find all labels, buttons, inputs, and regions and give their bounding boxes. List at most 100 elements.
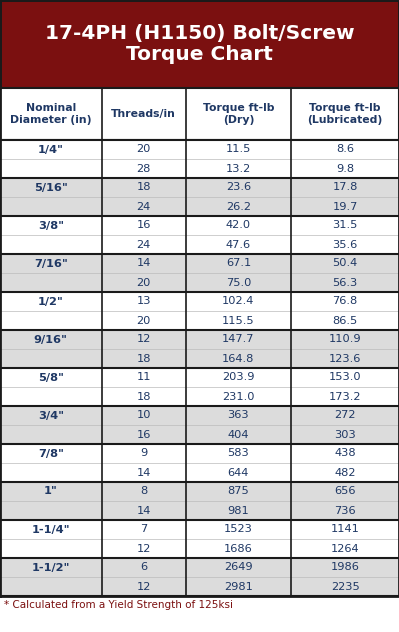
Text: 11: 11	[136, 372, 151, 382]
Text: 18: 18	[136, 353, 151, 363]
Text: Nominal
Diameter (in): Nominal Diameter (in)	[10, 103, 92, 125]
Text: 13: 13	[136, 296, 151, 307]
Text: 20: 20	[136, 277, 151, 288]
Text: 9.8: 9.8	[336, 164, 354, 174]
Text: 13.2: 13.2	[226, 164, 251, 174]
Text: 363: 363	[227, 411, 249, 420]
Text: 2235: 2235	[331, 581, 359, 592]
Text: 173.2: 173.2	[329, 391, 361, 401]
Text: Torque ft-lb
(Dry): Torque ft-lb (Dry)	[203, 103, 274, 125]
Text: 7/16": 7/16"	[34, 258, 68, 269]
Text: 17.8: 17.8	[332, 183, 358, 193]
Bar	[0, 292, 399, 311]
Bar	[0, 273, 399, 292]
Text: 656: 656	[334, 487, 356, 497]
Text: 231.0: 231.0	[222, 391, 255, 401]
Bar	[0, 235, 399, 254]
Text: 153.0: 153.0	[329, 372, 361, 382]
Text: 5/16": 5/16"	[34, 183, 68, 193]
Text: 3/4": 3/4"	[38, 411, 64, 420]
Text: 56.3: 56.3	[332, 277, 358, 288]
Bar	[0, 463, 399, 482]
Text: 1-1/2": 1-1/2"	[32, 562, 70, 573]
Text: 123.6: 123.6	[329, 353, 361, 363]
Text: 42.0: 42.0	[226, 221, 251, 231]
Text: 875: 875	[227, 487, 249, 497]
Bar	[0, 140, 399, 159]
Text: 23.6: 23.6	[226, 183, 251, 193]
Text: 18: 18	[136, 183, 151, 193]
Text: 736: 736	[334, 506, 356, 516]
Bar	[0, 482, 399, 501]
Text: 1": 1"	[44, 487, 58, 497]
Text: 7: 7	[140, 525, 147, 535]
Bar	[0, 216, 399, 235]
Bar	[0, 406, 399, 425]
Text: 28: 28	[136, 164, 151, 174]
Text: 1/2": 1/2"	[38, 296, 64, 307]
Bar	[0, 254, 399, 273]
Text: Threads/in: Threads/in	[111, 109, 176, 119]
Text: 8: 8	[140, 487, 147, 497]
Text: 981: 981	[227, 506, 249, 516]
Bar	[0, 539, 399, 558]
Text: 303: 303	[334, 430, 356, 439]
Text: 18: 18	[136, 391, 151, 401]
Text: 14: 14	[136, 258, 151, 269]
Text: 19.7: 19.7	[332, 202, 358, 212]
Text: 14: 14	[136, 468, 151, 478]
Bar	[0, 501, 399, 520]
Text: 76.8: 76.8	[332, 296, 358, 307]
Text: 2981: 2981	[224, 581, 253, 592]
Bar	[0, 311, 399, 330]
Text: 9: 9	[140, 449, 147, 458]
Text: 75.0: 75.0	[226, 277, 251, 288]
Text: 47.6: 47.6	[226, 240, 251, 250]
Text: 11.5: 11.5	[226, 145, 251, 154]
Text: 17-4PH (H1150) Bolt/Screw
Torque Chart: 17-4PH (H1150) Bolt/Screw Torque Chart	[45, 23, 354, 64]
Bar	[0, 425, 399, 444]
Text: 12: 12	[136, 581, 151, 592]
Text: * Calculated from a Yield Strength of 125ksi: * Calculated from a Yield Strength of 12…	[4, 600, 233, 610]
Text: 35.6: 35.6	[332, 240, 358, 250]
Text: 1523: 1523	[224, 525, 253, 535]
Text: 203.9: 203.9	[222, 372, 255, 382]
Bar	[0, 577, 399, 596]
Text: 644: 644	[228, 468, 249, 478]
Bar	[0, 558, 399, 577]
Text: 115.5: 115.5	[222, 315, 255, 325]
Text: 1686: 1686	[224, 544, 253, 554]
Text: 8.6: 8.6	[336, 145, 354, 154]
Text: 20: 20	[136, 315, 151, 325]
Text: 2649: 2649	[224, 562, 253, 573]
Text: 482: 482	[334, 468, 356, 478]
Bar	[0, 0, 399, 88]
Bar	[0, 197, 399, 216]
Text: 26.2: 26.2	[226, 202, 251, 212]
Text: 1141: 1141	[331, 525, 359, 535]
Text: 404: 404	[228, 430, 249, 439]
Text: 20: 20	[136, 145, 151, 154]
Text: 583: 583	[227, 449, 249, 458]
Text: 86.5: 86.5	[332, 315, 358, 325]
Bar	[0, 387, 399, 406]
Text: 102.4: 102.4	[222, 296, 255, 307]
Text: 16: 16	[136, 221, 151, 231]
Text: 110.9: 110.9	[329, 334, 361, 344]
Text: 147.7: 147.7	[222, 334, 255, 344]
Text: 14: 14	[136, 506, 151, 516]
Bar	[0, 178, 399, 197]
Text: 1/4": 1/4"	[38, 145, 64, 154]
Text: 272: 272	[334, 411, 356, 420]
Text: 1986: 1986	[331, 562, 359, 573]
Bar	[0, 159, 399, 178]
Bar	[0, 444, 399, 463]
Bar	[0, 349, 399, 368]
Text: 164.8: 164.8	[222, 353, 255, 363]
Text: 24: 24	[136, 240, 151, 250]
Text: 67.1: 67.1	[226, 258, 251, 269]
Text: 31.5: 31.5	[332, 221, 358, 231]
Text: 3/8": 3/8"	[38, 221, 64, 231]
Text: 7/8": 7/8"	[38, 449, 64, 458]
Text: 24: 24	[136, 202, 151, 212]
